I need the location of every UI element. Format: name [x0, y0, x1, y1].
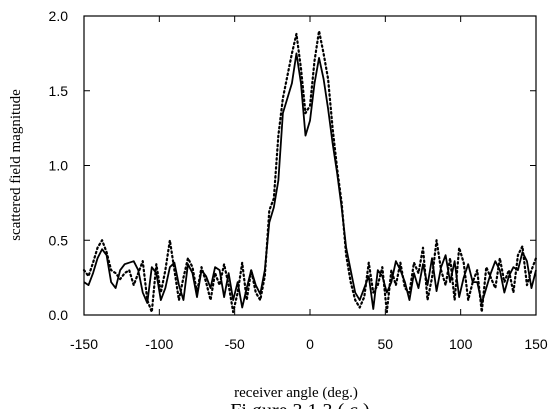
series-line-solid — [83, 52, 537, 310]
x-tick-label: -150 — [70, 336, 98, 352]
x-tick-label: -50 — [225, 336, 245, 352]
y-axis-title: scattered field magnitude — [8, 89, 24, 241]
y-tick-label: 1.0 — [49, 158, 69, 174]
y-tick-label: 0.0 — [49, 307, 69, 323]
plot-frame — [83, 15, 537, 316]
series-layer — [82, 29, 538, 314]
series-line-dotted — [82, 29, 538, 314]
y-tick-label: 1.5 — [49, 83, 69, 99]
x-tick-labels: -150 -100 -50 0 50 100 150 — [70, 336, 548, 352]
y-tick-labels: 0.0 0.5 1.0 1.5 2.0 — [49, 8, 69, 323]
caption-fragment: Fi gure 3.1 3 ( c ) — [230, 400, 369, 409]
x-axis-title: receiver angle (deg.) — [234, 385, 358, 401]
x-tick-label: 150 — [524, 336, 548, 352]
x-tick-label: 0 — [306, 336, 314, 352]
x-tick-label: 50 — [378, 336, 394, 352]
x-tick-label: -100 — [145, 336, 173, 352]
y-tick-label: 2.0 — [49, 8, 69, 24]
caption-fragment-clip: Fi gure 3.1 3 ( c ) — [230, 400, 369, 409]
x-tick-label: 100 — [449, 336, 473, 352]
y-tick-label: 0.5 — [49, 232, 69, 248]
